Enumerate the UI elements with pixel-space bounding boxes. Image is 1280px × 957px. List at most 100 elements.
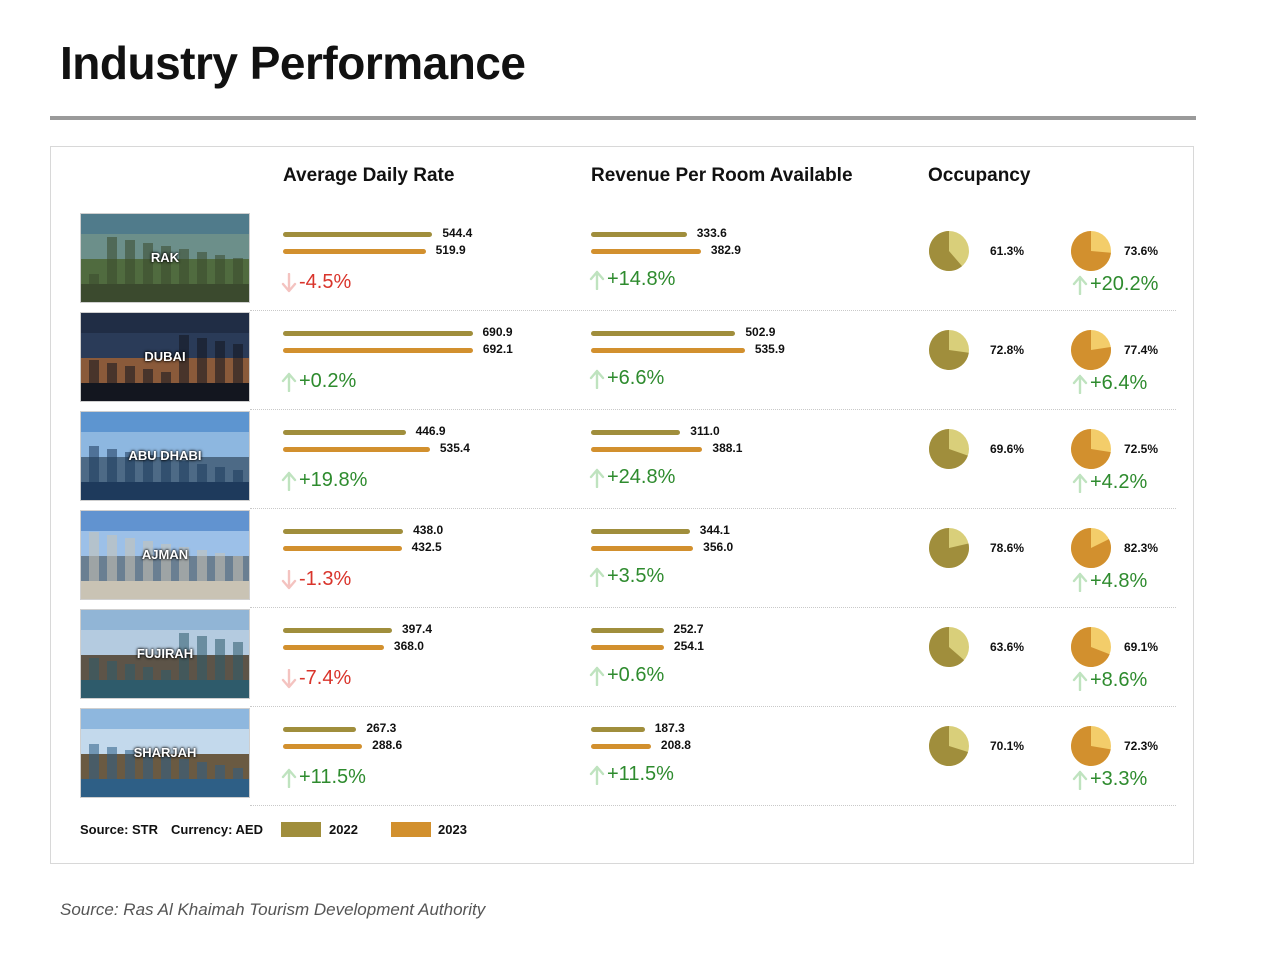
arrow-shape bbox=[589, 765, 605, 785]
city-row: FUJIRAH 397.4 368.0 -7.4% 252.7 254.1 +0.6% 63.… bbox=[80, 609, 1176, 707]
legend-currency: Currency: AED bbox=[171, 822, 263, 837]
occupancy-pie-2022-slice bbox=[929, 627, 965, 667]
city-name: DUBAI bbox=[144, 349, 186, 364]
arrow-shape bbox=[281, 471, 297, 491]
revpar-bar-2022 bbox=[591, 430, 681, 435]
revpar-value-2023: 382.9 bbox=[710, 243, 741, 257]
revpar-value-2023: 388.1 bbox=[712, 441, 743, 455]
revpar-bar-2022 bbox=[591, 331, 736, 336]
occupancy-value-2022: 63.6% bbox=[990, 640, 1025, 654]
adr-bar-2023 bbox=[283, 645, 384, 650]
arrow-shape bbox=[1072, 572, 1088, 592]
city-photo-image bbox=[81, 709, 249, 797]
photo-sky-top bbox=[81, 709, 249, 729]
arrow-up-icon bbox=[589, 468, 605, 488]
revpar-bar-2023 bbox=[591, 744, 651, 749]
photo-building bbox=[143, 455, 153, 482]
photo-building bbox=[107, 237, 117, 284]
revpar-value-2022: 502.9 bbox=[745, 325, 776, 339]
occupancy-pie-2022-slice bbox=[929, 429, 968, 469]
occupancy-pie-2022-slice bbox=[929, 726, 969, 766]
photo-sky-top bbox=[81, 610, 249, 630]
row-divider bbox=[250, 706, 1176, 707]
arrow-shape bbox=[1072, 671, 1088, 691]
city-photo: SHARJAH bbox=[80, 708, 250, 798]
arrow-up-icon bbox=[1072, 473, 1088, 493]
adr-value-2022: 446.9 bbox=[415, 424, 446, 438]
revpar-bar-2022 bbox=[591, 529, 690, 534]
city-photo-image bbox=[81, 313, 249, 401]
occupancy-pie-2022-slice bbox=[929, 528, 969, 568]
photo-building bbox=[233, 470, 243, 482]
photo-building bbox=[197, 464, 207, 482]
photo-building bbox=[125, 750, 135, 779]
arrow-shape bbox=[1072, 473, 1088, 493]
occupancy-pie-2023 bbox=[1071, 330, 1111, 370]
photo-building bbox=[233, 344, 243, 383]
arrow-down-icon bbox=[281, 272, 297, 292]
photo-foreground bbox=[81, 779, 249, 797]
arrow-shape bbox=[589, 369, 605, 389]
city-name: AJMAN bbox=[141, 547, 189, 562]
photo-building bbox=[89, 658, 99, 680]
photo-building bbox=[197, 338, 207, 383]
arrow-up-icon bbox=[281, 372, 297, 392]
photo-building bbox=[215, 467, 225, 482]
arrow-down-icon bbox=[281, 668, 297, 688]
photo-building bbox=[179, 461, 189, 482]
photo-foreground bbox=[81, 581, 249, 599]
photo-building bbox=[89, 274, 99, 284]
photo-building bbox=[161, 372, 171, 383]
adr-value-2023: 432.5 bbox=[411, 540, 442, 554]
adr-value-2022: 267.3 bbox=[366, 721, 397, 735]
row-divider bbox=[250, 805, 1176, 806]
photo-foreground bbox=[81, 383, 249, 401]
photo-foreground bbox=[81, 482, 249, 500]
photo-building bbox=[215, 553, 225, 581]
revpar-bar-2023 bbox=[591, 447, 703, 452]
photo-building bbox=[89, 360, 99, 383]
revpar-bar-2022 bbox=[591, 628, 664, 633]
page-title: Industry Performance bbox=[60, 37, 526, 89]
adr-change-value: -7.4% bbox=[299, 667, 352, 689]
occupancy-value-2022: 69.6% bbox=[990, 442, 1025, 456]
city-row: RAK 544.4 519.9 -4.5% 333.6 382.9 +14.8% 61.3% 7… bbox=[80, 213, 1176, 311]
revpar-bar-2022 bbox=[591, 727, 645, 732]
arrow-up-icon bbox=[281, 471, 297, 491]
arrow-up-icon bbox=[1072, 572, 1088, 592]
photo-building bbox=[233, 556, 243, 581]
photo-building bbox=[125, 366, 135, 383]
photo-foreground bbox=[81, 284, 249, 302]
occupancy-value-2023: 69.1% bbox=[1124, 640, 1159, 654]
photo-building bbox=[215, 765, 225, 779]
adr-change: -1.3% bbox=[281, 568, 351, 591]
photo-building bbox=[179, 633, 189, 680]
arrow-shape bbox=[1072, 770, 1088, 790]
adr-value-2023: 288.6 bbox=[372, 738, 403, 752]
arrow-up-icon bbox=[589, 369, 605, 389]
photo-building bbox=[143, 369, 153, 383]
photo-building bbox=[143, 541, 153, 581]
city-photo-image bbox=[81, 412, 249, 500]
photo-building bbox=[107, 747, 117, 779]
revpar-change: +6.6% bbox=[589, 367, 664, 390]
photo-building bbox=[179, 759, 189, 779]
occupancy-value-2023: 73.6% bbox=[1124, 244, 1159, 258]
revpar-change: +24.8% bbox=[589, 466, 675, 489]
adr-value-2022: 544.4 bbox=[442, 226, 473, 240]
arrow-shape bbox=[589, 666, 605, 686]
city-photo: RAK bbox=[80, 213, 250, 303]
city-photo: ABU DHABI bbox=[80, 411, 250, 501]
city-photo-image bbox=[81, 214, 249, 302]
city-name: RAK bbox=[150, 250, 180, 265]
occupancy-pie-2022 bbox=[929, 528, 969, 568]
adr-value-2022: 438.0 bbox=[413, 523, 444, 537]
city-photo-image bbox=[81, 511, 249, 599]
adr-change: +11.5% bbox=[281, 766, 366, 789]
occupancy-pie-2023 bbox=[1071, 726, 1111, 766]
revpar-bar-2023 bbox=[591, 645, 664, 650]
arrow-up-icon bbox=[589, 567, 605, 587]
arrow-up-icon bbox=[589, 666, 605, 686]
occupancy-change: +20.2% bbox=[1072, 273, 1158, 296]
photo-building bbox=[161, 670, 171, 680]
